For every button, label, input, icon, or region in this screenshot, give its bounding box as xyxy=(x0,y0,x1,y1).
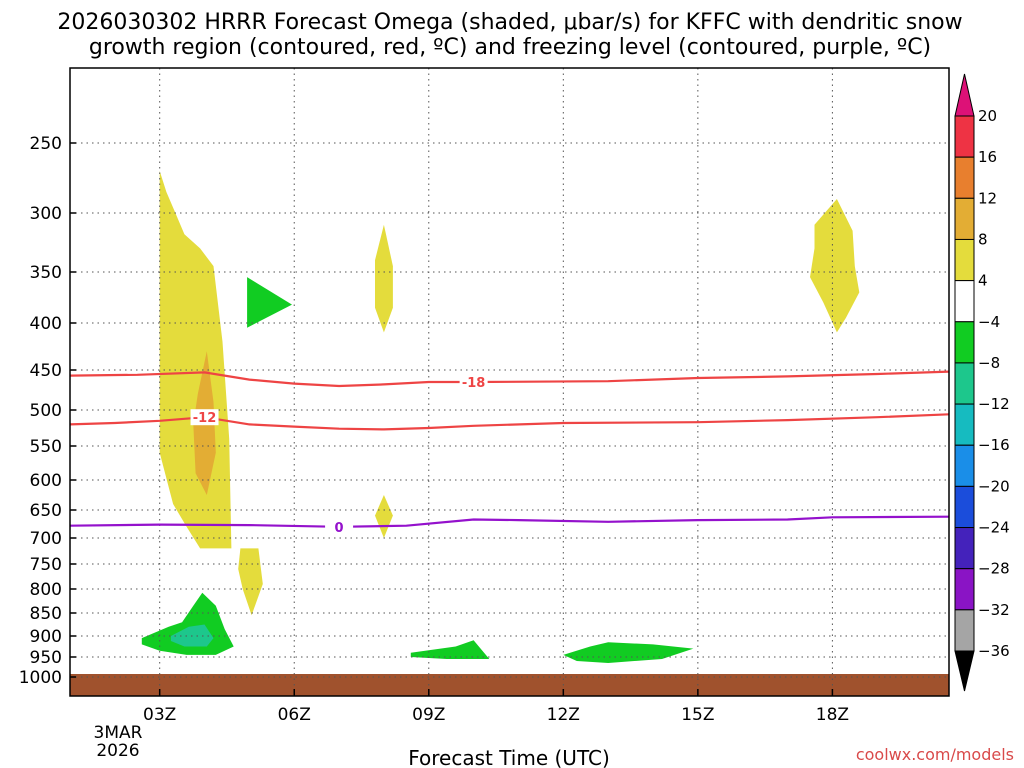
contour-label-18: -18 xyxy=(462,376,486,391)
colorbar-tick-32: −32 xyxy=(978,601,1010,619)
colorbar-tick-24: −24 xyxy=(978,519,1010,537)
contour-label-0: 0 xyxy=(335,521,344,536)
colorbar-swatch-10 xyxy=(954,527,975,570)
colorbar: 20 16 12 8 4 −4 −8 −12 −16 −20 −24 −28 −32 −36 xyxy=(954,73,1010,692)
shaded-upward-omega-4-8-main-column xyxy=(159,171,232,549)
colorbar-tick-20: 20 xyxy=(978,107,997,125)
y-tick-label-500: 500 xyxy=(30,401,62,421)
x-tick-label-12Z: 12Z xyxy=(547,705,580,725)
colorbar-swatch-6 xyxy=(954,362,975,405)
x-tick-label-15Z: 15Z xyxy=(681,705,714,725)
colorbar-swatch-12 xyxy=(954,609,975,652)
colorbar-tick-20: −20 xyxy=(978,477,1010,495)
chart-title-line1: 2026030302 HRRR Forecast Omega (shaded, … xyxy=(57,10,962,35)
colorbar-top-arrow xyxy=(954,73,975,117)
colorbar-tick-4: 4 xyxy=(978,272,988,290)
x-tick-label-03Z: 03Z xyxy=(143,705,176,725)
y-tick-label-1000: 1000 xyxy=(19,668,62,688)
colorbar-swatch-5 xyxy=(954,321,975,364)
colorbar-swatch-8 xyxy=(954,444,975,487)
x-tick-label-06Z: 06Z xyxy=(278,705,311,725)
x-tick-label-18Z: 18Z xyxy=(816,705,849,725)
date-label-year: 2026 xyxy=(96,741,139,761)
shaded-upward-omega-4-8-lower-lobe xyxy=(238,548,263,616)
temperature-contours: -18 -12 0 xyxy=(69,370,950,536)
y-tick-label-850: 850 xyxy=(30,604,62,624)
y-tick-label-550: 550 xyxy=(30,437,62,457)
terrain-layer xyxy=(70,674,949,696)
y-tick-label-600: 600 xyxy=(30,471,62,491)
colorbar-tick-28: −28 xyxy=(978,560,1010,578)
shaded-upward-omega-4-8-blob-08z-lower xyxy=(375,495,393,538)
credit-text: coolwx.com/models xyxy=(856,745,1014,764)
y-tick-label-650: 650 xyxy=(30,501,62,521)
shaded-downward-omega-4-to-8-13z xyxy=(563,642,694,663)
shaded-downward-omega-4-to-8-05z xyxy=(247,277,292,328)
contour-12c-isotherm-dendritic-growth-bottom xyxy=(69,413,950,431)
colorbar-tick-8: 8 xyxy=(978,230,988,248)
x-tick-label-09Z: 09Z xyxy=(412,705,445,725)
colorbar-tick-36: −36 xyxy=(978,642,1010,660)
contour-label-12: -12 xyxy=(193,411,217,426)
colorbar-tick-4: −4 xyxy=(978,313,1000,331)
colorbar-tick-8: −8 xyxy=(978,354,1000,372)
shaded-downward-omega-4-to-8-10z xyxy=(410,640,490,659)
colorbar-swatch-2 xyxy=(954,197,975,240)
x-axis-time: 03Z 06Z 09Z 12Z 15Z 18Z xyxy=(143,689,849,725)
colorbar-bottom-arrow xyxy=(954,650,975,692)
gridlines xyxy=(70,68,949,696)
contour-18c-isotherm-dendritic-growth-top xyxy=(69,370,950,388)
y-tick-label-300: 300 xyxy=(30,204,62,224)
y-tick-label-250: 250 xyxy=(30,134,62,154)
colorbar-swatch-9 xyxy=(954,485,975,529)
shaded-upward-omega-4-8-blob-18z xyxy=(810,199,860,333)
y-axis-pressure: 250 300 350 400 450 500 550 600 650 700 750 800 850 9… xyxy=(19,134,76,688)
colorbar-swatch-3 xyxy=(954,238,975,282)
colorbar-swatch-0 xyxy=(954,115,975,158)
y-tick-label-450: 450 xyxy=(30,361,62,381)
y-tick-label-900: 900 xyxy=(30,627,62,647)
shaded-upward-omega-4-8-blob-08z-upper xyxy=(375,224,393,333)
date-label-month: 3MAR xyxy=(94,723,143,743)
y-tick-label-400: 400 xyxy=(30,314,62,334)
plot-frame xyxy=(69,67,950,697)
y-tick-label-950: 950 xyxy=(30,648,62,668)
colorbar-tick-16: 16 xyxy=(978,148,997,166)
contour-label-bg-0 xyxy=(459,374,488,390)
colorbar-tick-12: −12 xyxy=(978,395,1010,413)
colorbar-swatch-7 xyxy=(954,403,975,446)
chart-title-line2: growth region (contoured, red, ºC) and f… xyxy=(89,35,931,60)
colorbar-tick-16: −16 xyxy=(978,436,1010,454)
colorbar-tick-12: 12 xyxy=(978,189,997,207)
colorbar-swatch-11 xyxy=(954,568,975,611)
omega-shading-layer xyxy=(141,171,860,663)
colorbar-swatch-1 xyxy=(954,156,975,199)
y-tick-label-350: 350 xyxy=(30,263,62,283)
terrain-surface xyxy=(70,674,949,696)
x-axis-label: Forecast Time (UTC) xyxy=(408,746,610,768)
contour-0c-freezing-level xyxy=(69,515,950,528)
y-tick-label-700: 700 xyxy=(30,529,62,549)
y-tick-label-800: 800 xyxy=(30,580,62,600)
contour-label-bg-2 xyxy=(325,518,354,535)
colorbar-swatch-4 xyxy=(954,280,975,323)
y-tick-label-750: 750 xyxy=(30,555,62,575)
contour-label-bg-1 xyxy=(190,409,219,426)
